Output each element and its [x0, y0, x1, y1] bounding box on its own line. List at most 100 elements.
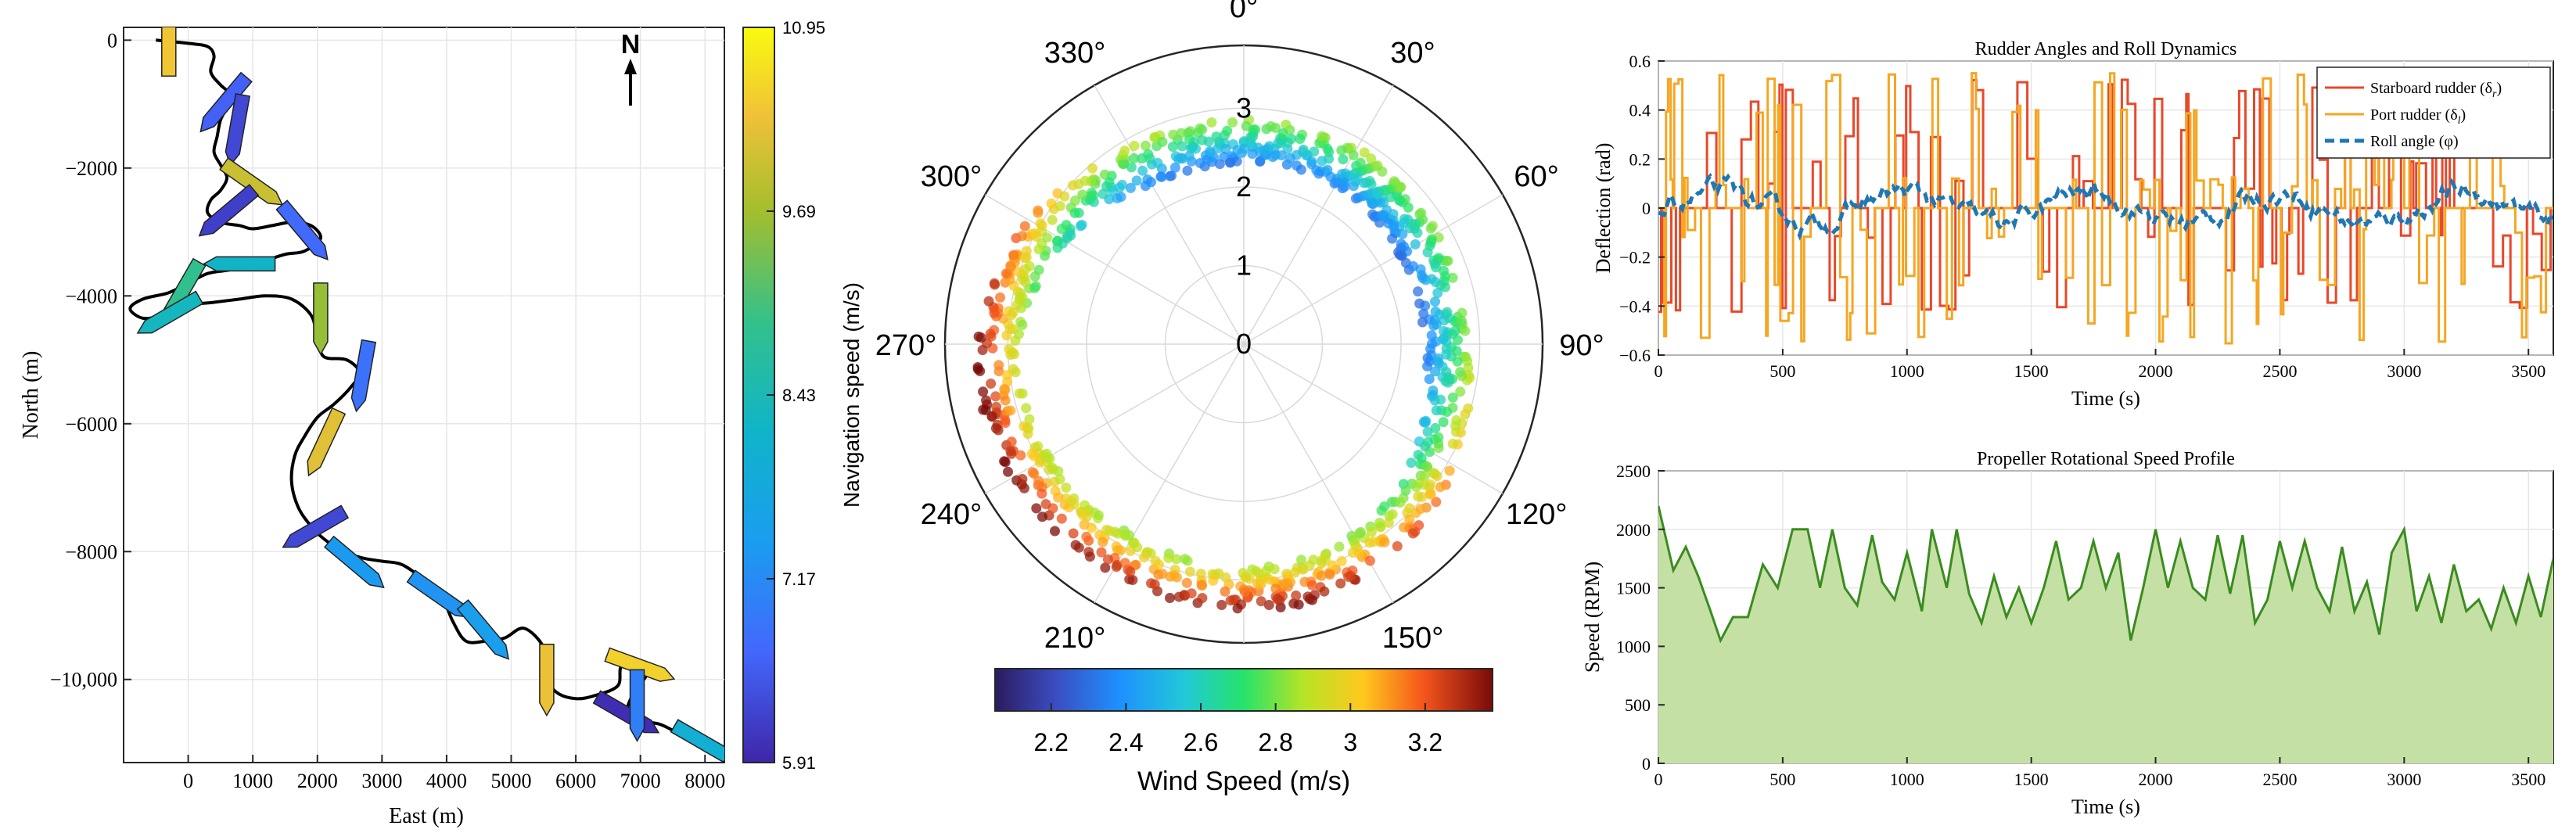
polar-point — [1413, 491, 1424, 502]
trajectory-ticks: 0 1000 2000 3000 4000 5000 6000 7000 8000 0 −2000 −… — [50, 29, 725, 792]
polar-point — [1098, 188, 1108, 199]
roll-angle-line — [1658, 172, 2553, 241]
x-tick-label: 500 — [1769, 770, 1795, 789]
polar-point — [1272, 594, 1283, 605]
polar-point — [1403, 202, 1414, 213]
y-tick-label: 0 — [107, 29, 117, 52]
polar-point — [1428, 468, 1439, 479]
ship-marker — [313, 282, 329, 356]
polar-point — [1366, 526, 1377, 537]
polar-point — [1298, 144, 1309, 155]
ship-marker — [539, 643, 555, 717]
polar-theta-label: 30° — [1390, 37, 1435, 70]
polar-point — [1277, 128, 1288, 138]
polar-point — [1196, 580, 1207, 591]
x-tick-label: 2000 — [2139, 361, 2173, 381]
polar-point — [1338, 154, 1349, 165]
polar-theta-label: 90° — [1559, 329, 1604, 362]
polar-point — [1411, 482, 1422, 492]
polar-point — [1139, 552, 1150, 563]
polar-point — [1019, 483, 1029, 494]
polar-point — [1316, 570, 1327, 581]
polar-point — [1166, 171, 1177, 181]
polar-point — [1406, 458, 1417, 468]
polar-point — [1451, 346, 1462, 357]
polar-point — [1408, 261, 1419, 271]
propeller-ylabel: Speed (RPM) — [1581, 562, 1604, 673]
polar-point — [1253, 568, 1264, 579]
ship-marker — [456, 599, 510, 660]
polar-point — [1396, 242, 1407, 253]
polar-point — [1024, 260, 1035, 271]
polar-point — [1169, 570, 1180, 581]
polar-point — [1435, 482, 1446, 493]
ship-marker-shape — [282, 504, 350, 548]
polar-point — [1438, 325, 1449, 336]
polar-point — [1061, 483, 1072, 493]
polar-point — [1096, 547, 1107, 558]
polar-point — [986, 411, 997, 422]
polar-point — [1288, 598, 1299, 609]
legend-roll: Roll angle (φ) — [2370, 133, 2459, 150]
polar-point — [1056, 513, 1067, 524]
polar-point — [1053, 492, 1063, 503]
polar-point — [1426, 330, 1437, 341]
polar-point — [1119, 157, 1130, 168]
polar-point — [1327, 560, 1338, 571]
polar-point — [1129, 153, 1140, 163]
polar-point — [1322, 143, 1333, 154]
polar-point — [1116, 192, 1126, 203]
polar-point — [1205, 146, 1216, 156]
x-tick-label: 500 — [1769, 361, 1795, 381]
y-tick-label: −6000 — [65, 413, 117, 436]
x-tick-label: 3000 — [2387, 770, 2421, 789]
polar-point — [1385, 192, 1396, 203]
polar-point — [1394, 195, 1405, 206]
ship-marker-shape — [203, 256, 276, 272]
polar-point — [995, 292, 1005, 303]
polar-point — [1431, 405, 1442, 416]
polar-point — [1337, 169, 1348, 179]
polar-point — [1463, 403, 1474, 414]
polar-point — [1111, 562, 1122, 573]
polar-point — [1019, 421, 1029, 432]
polar-point — [1197, 593, 1208, 604]
polar-spoke — [1094, 84, 1245, 345]
polar-point — [1387, 509, 1398, 520]
polar-point — [1339, 177, 1350, 188]
polar-point — [1129, 537, 1140, 548]
polar-point — [1206, 117, 1217, 127]
ship-marker — [406, 569, 471, 618]
ship-marker — [136, 290, 204, 334]
y-tick-label: −8000 — [65, 540, 117, 563]
polar-point — [1069, 207, 1080, 218]
ship-marker-shape — [406, 569, 471, 618]
polar-point — [1296, 555, 1306, 565]
polar-point — [1425, 240, 1435, 251]
polar-point — [1389, 176, 1399, 187]
polar-point — [999, 456, 1010, 467]
polar-point — [1140, 140, 1151, 151]
polar-point — [1054, 474, 1065, 485]
polar-point — [990, 391, 1001, 402]
polar-point — [1395, 497, 1406, 508]
polar-point — [1062, 233, 1072, 244]
polar-point — [1169, 162, 1180, 173]
polar-point — [1228, 594, 1239, 605]
x-tick-label: 4000 — [426, 770, 467, 792]
polar-point — [1008, 249, 1019, 260]
ship-marker-shape — [199, 71, 253, 133]
polar-point — [1015, 450, 1026, 461]
polar-point — [1398, 217, 1409, 228]
x-tick-label: 1000 — [1890, 770, 1924, 789]
polar-point — [1112, 544, 1123, 555]
polar-point — [1157, 569, 1168, 580]
polar-point — [1334, 541, 1345, 552]
polar-point — [1202, 154, 1213, 165]
y-tick-label: −0.4 — [1619, 296, 1651, 316]
x-tick-label: 0 — [183, 770, 193, 792]
polar-point — [1152, 157, 1163, 168]
propeller-title: Propeller Rotational Speed Profile — [1977, 449, 2235, 469]
ship-marker — [604, 647, 676, 682]
ship-marker-shape — [219, 157, 284, 206]
